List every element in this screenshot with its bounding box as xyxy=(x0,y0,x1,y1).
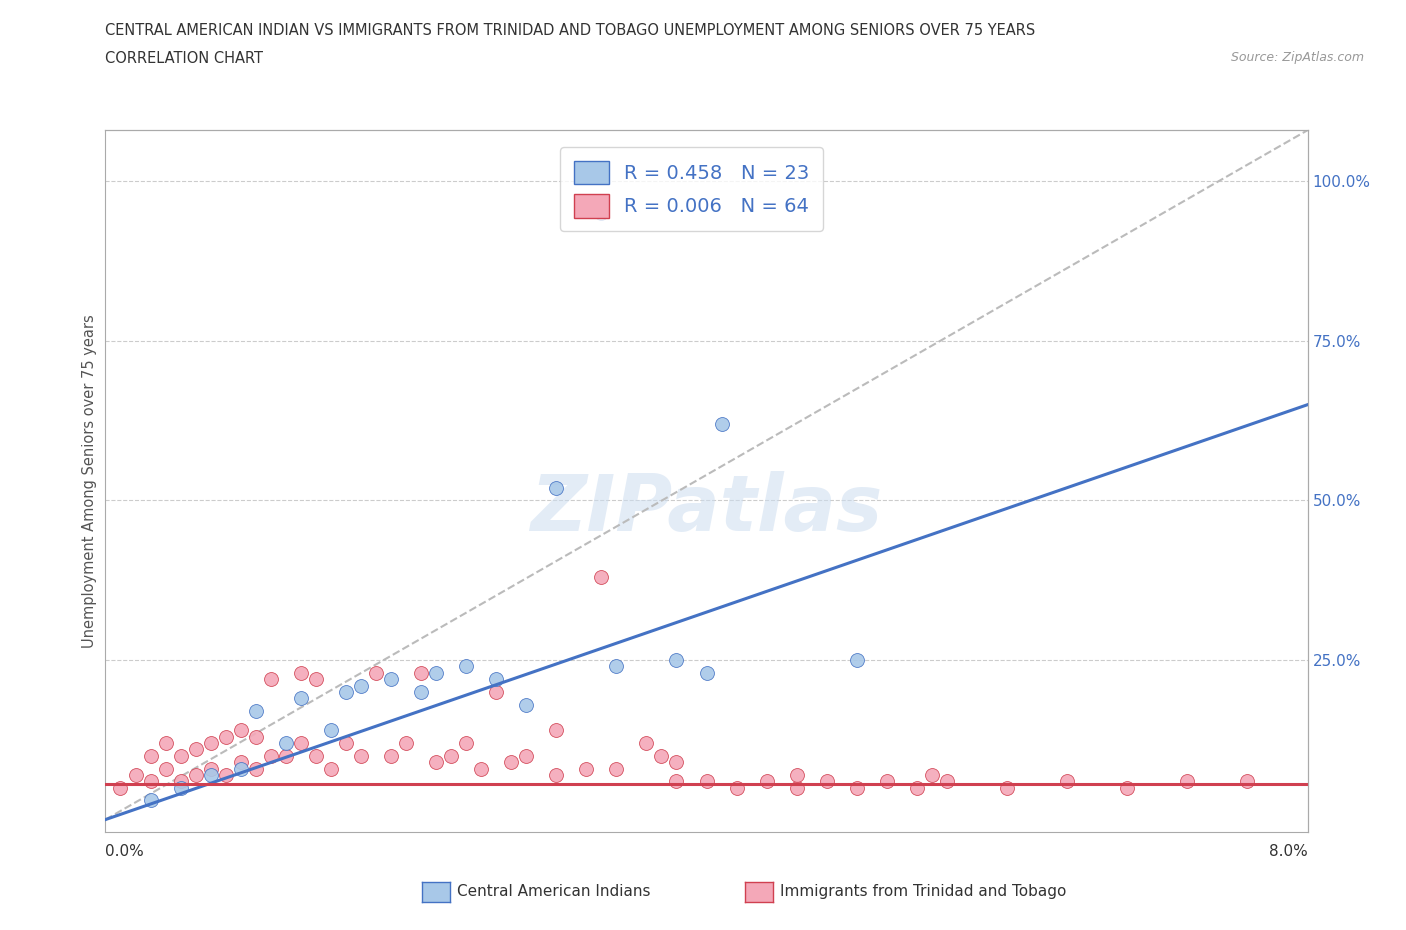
Point xyxy=(409,665,432,680)
Point xyxy=(214,729,236,744)
Text: 0.0%: 0.0% xyxy=(105,844,145,858)
Point xyxy=(380,749,402,764)
Point xyxy=(260,671,283,686)
Point xyxy=(169,780,191,795)
Point xyxy=(184,742,207,757)
Point xyxy=(409,684,432,699)
Text: 8.0%: 8.0% xyxy=(1268,844,1308,858)
Point xyxy=(995,780,1018,795)
Point xyxy=(725,780,748,795)
Point xyxy=(515,698,537,712)
Point xyxy=(546,767,568,782)
Legend: R = 0.458   N = 23, R = 0.006   N = 64: R = 0.458 N = 23, R = 0.006 N = 64 xyxy=(560,147,823,232)
Point xyxy=(710,417,733,432)
Point xyxy=(470,761,492,776)
Y-axis label: Unemployment Among Seniors over 75 years: Unemployment Among Seniors over 75 years xyxy=(82,314,97,648)
Point xyxy=(575,761,598,776)
Point xyxy=(290,665,312,680)
Point xyxy=(290,736,312,751)
Point xyxy=(815,774,838,789)
Point xyxy=(139,774,162,789)
Point xyxy=(605,659,627,674)
Point xyxy=(485,684,508,699)
Point xyxy=(665,653,688,668)
Point xyxy=(229,723,252,737)
Point xyxy=(636,736,658,751)
Point xyxy=(305,671,328,686)
Point xyxy=(501,755,523,770)
Point xyxy=(290,691,312,706)
Point xyxy=(845,653,868,668)
Point xyxy=(155,761,177,776)
Point xyxy=(515,749,537,764)
Point xyxy=(319,723,342,737)
Point xyxy=(905,780,928,795)
Point xyxy=(546,480,568,495)
Point xyxy=(454,659,477,674)
Point xyxy=(139,749,162,764)
Point xyxy=(274,736,297,751)
Point xyxy=(229,761,252,776)
Point xyxy=(335,684,357,699)
Point xyxy=(921,767,943,782)
Point xyxy=(169,774,191,789)
Text: CENTRAL AMERICAN INDIAN VS IMMIGRANTS FROM TRINIDAD AND TOBAGO UNEMPLOYMENT AMON: CENTRAL AMERICAN INDIAN VS IMMIGRANTS FR… xyxy=(105,23,1036,38)
Point xyxy=(546,723,568,737)
Point xyxy=(139,793,162,808)
Point xyxy=(1116,780,1139,795)
Point xyxy=(380,671,402,686)
Point xyxy=(155,736,177,751)
Point xyxy=(1175,774,1198,789)
Point xyxy=(274,749,297,764)
Text: Source: ZipAtlas.com: Source: ZipAtlas.com xyxy=(1230,51,1364,64)
Point xyxy=(260,749,283,764)
Point xyxy=(696,665,718,680)
Point xyxy=(786,780,808,795)
Point xyxy=(124,767,146,782)
Point xyxy=(1056,774,1078,789)
Point xyxy=(876,774,898,789)
Point xyxy=(936,774,959,789)
Point xyxy=(110,780,132,795)
Point xyxy=(665,774,688,789)
Point xyxy=(245,729,267,744)
Point xyxy=(845,780,868,795)
Point xyxy=(440,749,463,764)
Point xyxy=(350,749,373,764)
Point xyxy=(650,749,672,764)
Text: Central American Indians: Central American Indians xyxy=(457,884,651,899)
Point xyxy=(1236,774,1258,789)
Text: ZIPatlas: ZIPatlas xyxy=(530,472,883,548)
Point xyxy=(350,678,373,693)
Point xyxy=(786,767,808,782)
Point xyxy=(395,736,418,751)
Point xyxy=(454,736,477,751)
Text: CORRELATION CHART: CORRELATION CHART xyxy=(105,51,263,66)
Point xyxy=(200,736,222,751)
Point xyxy=(200,767,222,782)
Point xyxy=(591,206,613,220)
Point xyxy=(229,755,252,770)
Point xyxy=(755,774,778,789)
Text: Immigrants from Trinidad and Tobago: Immigrants from Trinidad and Tobago xyxy=(780,884,1067,899)
Point xyxy=(214,767,236,782)
Point xyxy=(605,761,627,776)
Point xyxy=(245,761,267,776)
Point xyxy=(425,755,447,770)
Point xyxy=(169,749,191,764)
Point xyxy=(696,774,718,789)
Point xyxy=(184,767,207,782)
Point xyxy=(425,665,447,680)
Point xyxy=(364,665,387,680)
Point xyxy=(485,671,508,686)
Point xyxy=(245,704,267,719)
Point xyxy=(591,569,613,584)
Point xyxy=(335,736,357,751)
Point xyxy=(200,761,222,776)
Point xyxy=(319,761,342,776)
Point xyxy=(305,749,328,764)
Point xyxy=(665,755,688,770)
